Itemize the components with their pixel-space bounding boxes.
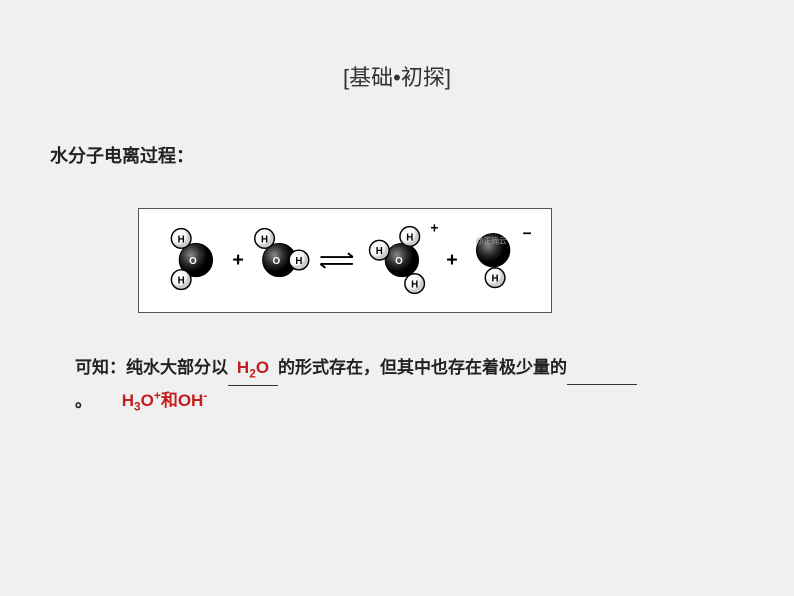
svg-text:H: H <box>406 232 413 243</box>
svg-text:O: O <box>395 256 403 267</box>
svg-text:H: H <box>261 234 268 245</box>
answer-2: H3O+和OH- <box>122 391 208 410</box>
svg-text:H: H <box>178 234 185 245</box>
svg-text:H: H <box>411 279 418 290</box>
molecule-svg: H H O + H H O H H H O + + H − @正确 <box>139 209 551 312</box>
answer-1: H2O <box>237 358 269 377</box>
svg-text:+: + <box>232 249 243 271</box>
svg-text:+: + <box>446 249 457 271</box>
blank-1: H2O <box>228 353 278 386</box>
svg-text:+: + <box>430 221 438 236</box>
blank-2 <box>567 353 637 385</box>
page-title: [基础•初探] <box>0 0 794 92</box>
explanation-text: 可知：纯水大部分以 H2O 的形式存在，但其中也存在着极少量的 。 H3O+和O… <box>75 353 794 418</box>
svg-text:H: H <box>295 256 302 267</box>
svg-text:O: O <box>273 256 281 267</box>
svg-text:O: O <box>189 256 197 267</box>
text-part1: 可知：纯水大部分以 <box>75 358 228 377</box>
svg-text:H: H <box>178 276 185 287</box>
section-subtitle: 水分子电离过程： <box>50 142 794 168</box>
watermark-text: @正确云 <box>475 235 507 245</box>
svg-text:H: H <box>376 246 383 257</box>
svg-text:−: − <box>523 225 532 242</box>
text-part2: 的形式存在，但其中也存在着极少量的 <box>278 358 567 377</box>
period: 。 <box>75 391 92 410</box>
ionization-diagram: H H O + H H O H H H O + + H − @正确 <box>138 208 552 313</box>
svg-text:H: H <box>492 274 499 285</box>
